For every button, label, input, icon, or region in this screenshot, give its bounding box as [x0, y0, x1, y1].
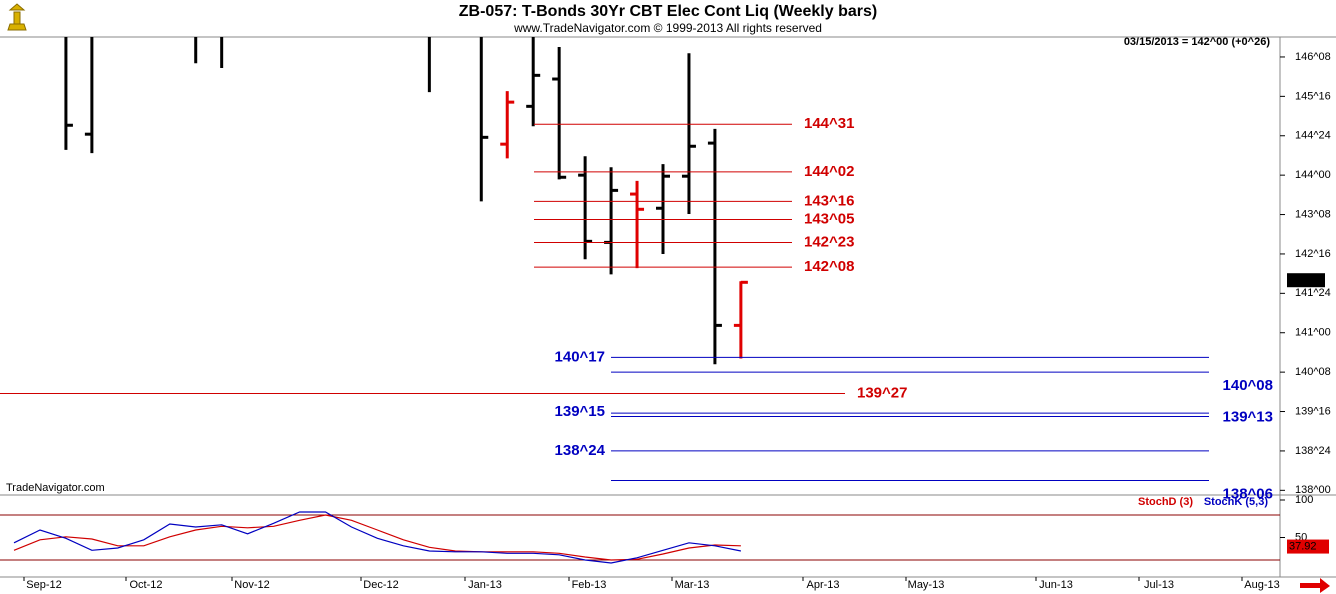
y-tick-label: 141^24 [1295, 287, 1331, 299]
subtitle: www.TradeNavigator.com © 1999-2013 All r… [513, 21, 822, 35]
y-tick-label: 145^16 [1295, 90, 1331, 102]
last-value-label: 37.92 [1289, 540, 1317, 552]
y-tick-label: 139^16 [1295, 405, 1331, 417]
chart-title: ZB-057: T-Bonds 30Yr CBT Elec Cont Liq (… [459, 3, 877, 20]
level-label: 138^06 [1223, 485, 1273, 502]
y-tick-label: 146^08 [1295, 51, 1331, 63]
y-tick-label: 138^00 [1295, 484, 1331, 496]
stoch-line [13, 514, 741, 561]
watermark: TradeNavigator.com [6, 482, 105, 494]
level-label: 142^23 [804, 233, 854, 250]
y-tick-label: 144^00 [1295, 169, 1331, 181]
y-tick-label: 144^24 [1295, 130, 1331, 142]
y-tick-label: 143^08 [1295, 208, 1331, 220]
price-plot [64, 37, 748, 365]
x-tick-label: Feb-13 [572, 579, 607, 591]
x-tick-label: Jan-13 [468, 579, 502, 591]
level-label: 139^13 [1223, 408, 1273, 425]
y-tick-label: 141^00 [1295, 327, 1331, 339]
y-tick-label: 138^24 [1295, 445, 1331, 457]
last-value-box [1287, 539, 1329, 554]
x-tick-label: Nov-12 [234, 579, 269, 591]
x-tick-label: Apr-13 [806, 579, 839, 591]
x-tick-label: May-13 [908, 579, 945, 591]
y-tick-label: 142^16 [1295, 248, 1331, 260]
logo [2, 2, 32, 34]
level-label: 140^17 [555, 348, 605, 365]
level-label: 139^27 [857, 384, 907, 401]
level-label: 144^31 [804, 115, 854, 132]
level-label: 138^24 [555, 442, 606, 459]
scroll-arrow[interactable] [1300, 578, 1330, 593]
x-tick-label: Sep-12 [26, 579, 61, 591]
level-label: 143^05 [804, 210, 854, 227]
level-label: 142^08 [804, 258, 854, 275]
level-label: 140^08 [1223, 377, 1273, 394]
x-tick-label: Jul-13 [1144, 579, 1174, 591]
level-label: 144^02 [804, 163, 854, 180]
x-tick-label: Mar-13 [675, 579, 710, 591]
legend-entry: StochD (3) [1138, 496, 1193, 508]
y-tick-label: 100 [1295, 494, 1313, 506]
level-label: 139^15 [555, 403, 605, 420]
legend-entry: StochK (5,3) [1204, 496, 1269, 508]
stoch-line [13, 511, 742, 564]
last-price-label: 142^00 [1289, 274, 1325, 286]
y-tick-label: 140^08 [1295, 366, 1331, 378]
level-label: 143^16 [804, 192, 854, 209]
x-tick-label: Jun-13 [1039, 579, 1073, 591]
last-price-box [1287, 273, 1325, 288]
status: 03/15/2013 = 142^00 (+0^26) [1124, 36, 1271, 48]
x-tick-label: Dec-12 [363, 579, 398, 591]
x-tick-label: Oct-12 [129, 579, 162, 591]
x-tick-label: Aug-13 [1244, 579, 1279, 591]
